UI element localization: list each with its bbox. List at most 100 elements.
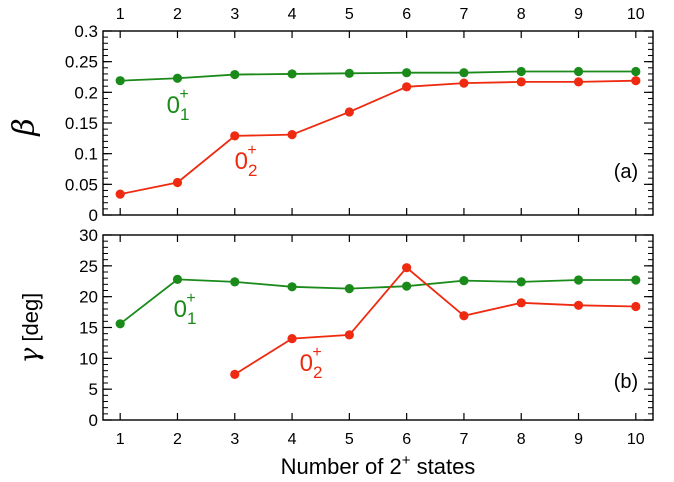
x-tick-label-top: 1 — [116, 6, 125, 23]
series-point — [344, 107, 354, 117]
series-point — [631, 76, 641, 86]
series-point — [230, 369, 240, 379]
series-point — [516, 277, 526, 287]
series-point — [516, 77, 526, 87]
x-tick-label: 1 — [116, 431, 125, 448]
series-point — [287, 282, 297, 292]
series-point — [344, 284, 354, 294]
series-point — [516, 298, 526, 308]
panel-a-tag: (a) — [614, 161, 638, 183]
x-tick-label: 9 — [574, 431, 583, 448]
panel-a-ylabel: β — [7, 118, 42, 136]
panel-b-ylabel-symbol: γ — [15, 347, 45, 363]
series-point — [230, 131, 240, 141]
x-tick-label-top: 3 — [230, 6, 239, 23]
series-point — [459, 78, 469, 88]
panel-b-series — [115, 263, 641, 379]
series-point — [459, 311, 469, 321]
panel-b-frame — [102, 234, 654, 421]
series-label-sup: + — [312, 344, 321, 361]
x-axis-title: Number of 2+ states — [281, 452, 476, 479]
series-point — [516, 66, 526, 77]
series-label-sup: + — [186, 290, 195, 307]
x-tick-label: 8 — [517, 431, 526, 448]
x-axis-title-tail: states — [411, 454, 476, 479]
x-tick-label: 5 — [345, 431, 354, 448]
y-tick-label: 25 — [79, 257, 98, 276]
series-point — [573, 77, 584, 87]
series-label-sub: 2 — [248, 161, 257, 180]
y-tick-label: 10 — [79, 349, 98, 368]
x-tick-label: 4 — [288, 431, 297, 448]
y-tick-label: 15 — [79, 319, 98, 338]
x-tick-label: 6 — [402, 431, 411, 448]
x-tick-label-top: 9 — [574, 6, 583, 23]
series-label-sup: + — [247, 142, 256, 159]
y-tick-label: 0.1 — [74, 145, 98, 164]
series-point — [172, 177, 183, 188]
y-tick-label: 0 — [89, 206, 98, 225]
series-line — [119, 278, 636, 325]
x-tick-label: 2 — [173, 431, 182, 448]
series-point — [402, 82, 412, 92]
series-point — [230, 277, 240, 287]
panel-a-labels: 01+02+ — [167, 86, 258, 180]
series-line — [120, 70, 636, 82]
series-point — [287, 130, 297, 140]
series-point — [573, 275, 584, 285]
x-tick-label-top: 2 — [173, 6, 182, 23]
series-line — [234, 266, 636, 376]
series-point — [631, 66, 641, 77]
y-tick-label: 0.05 — [65, 175, 98, 194]
y-tick-label: 30 — [79, 226, 98, 245]
series-label-main: 0 — [235, 148, 248, 175]
series-point — [459, 276, 469, 286]
x-axis-title-sup: + — [402, 452, 411, 469]
series-label-main: 0 — [174, 296, 187, 323]
y-tick-label: 0 — [89, 411, 98, 430]
series-point — [573, 66, 584, 77]
y-tick-label: 0.3 — [74, 22, 98, 41]
series-point — [631, 301, 641, 312]
x-tick-label-top: 5 — [345, 6, 354, 23]
series-label: 01 + — [174, 290, 197, 328]
y-tick-label: 20 — [79, 288, 98, 307]
x-tick-label: 3 — [230, 431, 239, 448]
series-point — [287, 69, 297, 79]
y-tick-label: 0.15 — [65, 114, 98, 133]
series-label-sup: + — [179, 86, 188, 103]
panel-b-ylabel-unit: [deg] — [18, 293, 43, 348]
series-point — [402, 281, 412, 291]
series-point — [230, 69, 240, 80]
x-tick-label: 10 — [627, 431, 645, 448]
series-point — [344, 330, 354, 340]
x-tick-label-top: 7 — [459, 6, 468, 23]
y-tick-label: 0.2 — [74, 83, 98, 102]
series-point — [172, 73, 183, 83]
series-point — [402, 263, 412, 273]
series-point — [573, 300, 584, 310]
series-point — [172, 274, 183, 284]
x-axis-title-main: Number of 2 — [281, 454, 402, 479]
y-tick-label: 0.25 — [65, 53, 98, 72]
x-tick-label-top: 6 — [402, 6, 411, 23]
series-label-sub: 1 — [187, 309, 196, 328]
series-label: 01 + — [167, 86, 190, 124]
panel-a-series — [115, 66, 641, 199]
series-point — [631, 275, 641, 285]
series-label-main: 0 — [167, 92, 180, 119]
x-tick-label-top: 8 — [517, 6, 526, 23]
panel-b-ylabel: γ [deg] — [15, 293, 45, 364]
series-label: 02 + — [300, 344, 323, 382]
x-tick-label-top: 4 — [288, 6, 297, 23]
panel-b-labels: 01 +02+ — [174, 290, 323, 382]
series-point — [459, 68, 469, 78]
series-label: 02 + — [235, 142, 258, 180]
series-point — [115, 319, 125, 329]
series-point — [402, 68, 412, 78]
series-point — [287, 334, 297, 344]
